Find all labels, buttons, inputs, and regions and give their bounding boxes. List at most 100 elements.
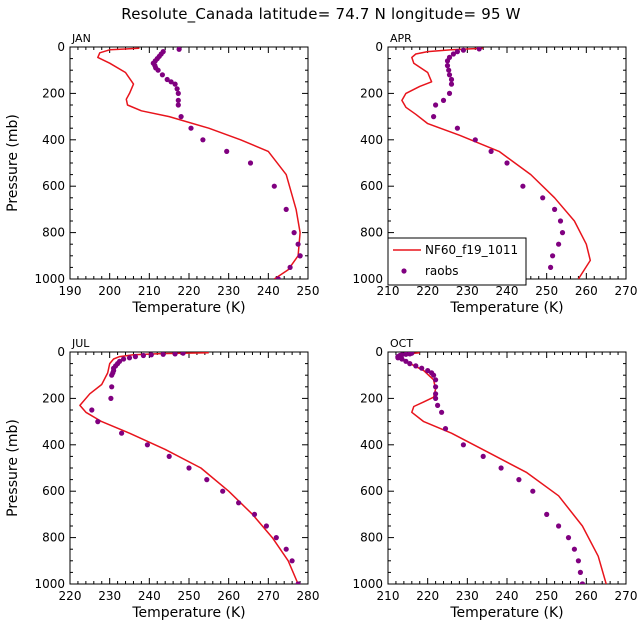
x-tick-label: 230 (456, 589, 479, 603)
raob-point (251, 511, 258, 517)
x-tick-label: 220 (416, 284, 439, 298)
raob-point (236, 500, 242, 506)
y-tick-label: 800 (360, 226, 383, 240)
raob-point (273, 535, 279, 541)
raob-point (144, 442, 150, 448)
raob-point (557, 218, 564, 224)
x-tick-label: 190 (59, 284, 82, 298)
x-tick-label: 220 (416, 589, 439, 603)
raob-point (450, 51, 456, 57)
raob-point (186, 465, 192, 471)
raob-point (575, 558, 582, 564)
raob-point (419, 365, 425, 371)
x-tick-label: 210 (138, 284, 161, 298)
raob-point (433, 395, 439, 401)
raob-point (121, 356, 127, 362)
raob-point (204, 477, 210, 483)
y-axis-label: Pressure (mb) (5, 419, 21, 517)
raob-point (440, 97, 447, 103)
raob-point (126, 355, 133, 361)
raob-point (407, 352, 413, 357)
raob-point (283, 546, 289, 552)
y-tick-label: 200 (360, 86, 383, 100)
y-tick-label: 400 (360, 438, 383, 452)
raob-point (160, 352, 166, 357)
raob-point (454, 125, 460, 131)
raob-point (283, 206, 289, 212)
raob-point (178, 114, 184, 120)
x-tick-label: 260 (575, 589, 598, 603)
x-tick-label: 250 (535, 589, 558, 603)
x-axis-label: Temperature (K) (449, 605, 563, 621)
raob-point (175, 90, 181, 96)
raob-point (200, 137, 206, 143)
raob-point (544, 511, 550, 517)
raob-point (550, 253, 556, 259)
raob-point (119, 430, 125, 436)
raob-point (148, 352, 154, 358)
y-tick-label: 400 (360, 133, 383, 147)
raob-point (289, 558, 295, 564)
raob-point (472, 137, 478, 143)
raob-point (439, 409, 445, 415)
raob-point (488, 148, 494, 154)
raob-point (498, 465, 504, 471)
raob-point (446, 90, 453, 96)
raob-point (476, 47, 482, 52)
x-tick-label: 220 (59, 589, 82, 603)
raob-point (407, 361, 413, 367)
legend-label-obs: raobs (425, 264, 459, 278)
x-tick-label: 220 (178, 284, 201, 298)
raob-point (460, 47, 466, 53)
raob-point (175, 102, 181, 108)
raob-point (403, 358, 409, 364)
y-tick-label: 800 (360, 531, 383, 545)
y-tick-label: 0 (57, 40, 65, 54)
raob-point (431, 372, 437, 378)
raob-point (413, 363, 419, 369)
x-tick-label: 210 (377, 284, 400, 298)
raob-point (433, 377, 439, 383)
raob-point (159, 72, 165, 78)
y-tick-label: 0 (375, 345, 383, 359)
raob-point (556, 523, 562, 529)
y-tick-label: 600 (42, 484, 65, 498)
x-tick-label: 240 (496, 284, 519, 298)
raob-point (442, 426, 449, 432)
y-tick-label: 200 (42, 391, 65, 405)
raob-point (425, 368, 431, 374)
y-tick-label: 600 (42, 179, 65, 193)
raob-point (109, 384, 115, 390)
raob-point (166, 453, 172, 459)
raob-point (175, 97, 181, 103)
figure-title: Resolute_Canada latitude= 74.7 N longitu… (121, 5, 520, 24)
raob-point (548, 264, 554, 270)
raob-point (140, 352, 146, 359)
x-tick-label: 250 (297, 284, 320, 298)
x-tick-label: 270 (615, 589, 638, 603)
panel-label: JAN (71, 32, 91, 45)
raob-point (95, 419, 101, 425)
raob-point (224, 148, 230, 154)
y-tick-label: 400 (42, 438, 65, 452)
raob-point (403, 352, 409, 357)
panel-jul: 220 230 240 250 260 270 280 0 200 400 600 800 1000 JU… (5, 337, 319, 621)
raob-point (433, 102, 439, 108)
plot-area (97, 47, 303, 279)
raob-point (109, 372, 115, 378)
x-tick-label: 270 (615, 284, 638, 298)
plot-area (395, 352, 607, 584)
model-profile-line (401, 47, 592, 279)
raob-point (571, 546, 578, 552)
y-tick-label: 600 (360, 179, 383, 193)
raob-point (220, 488, 226, 494)
y-tick-label: 1000 (352, 577, 383, 591)
y-tick-label: 800 (42, 531, 65, 545)
y-tick-label: 200 (360, 391, 383, 405)
x-tick-label: 270 (257, 589, 280, 603)
plot-area (79, 352, 301, 584)
y-tick-label: 200 (42, 86, 65, 100)
raob-point (431, 114, 437, 120)
x-axis-label: Temperature (K) (131, 605, 245, 621)
x-tick-label: 230 (98, 589, 121, 603)
